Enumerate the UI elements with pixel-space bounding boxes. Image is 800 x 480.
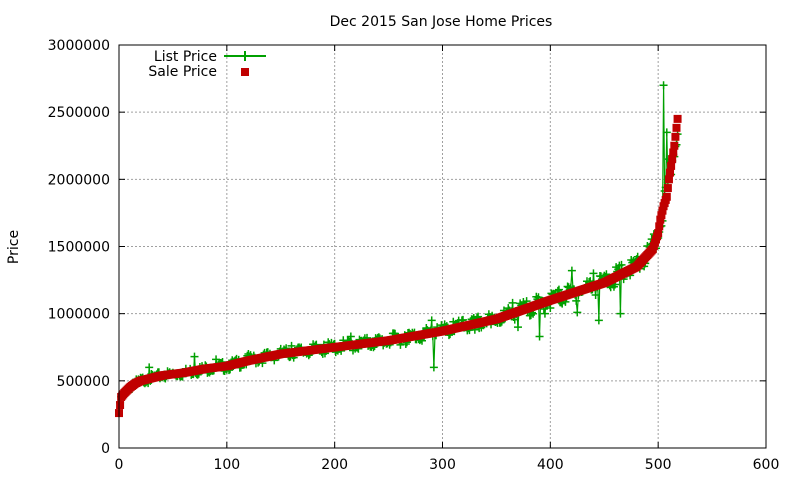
list-price-point xyxy=(429,363,438,372)
sale-price-point xyxy=(667,161,676,170)
sale-price-point xyxy=(654,229,663,238)
list-price-point xyxy=(145,363,154,372)
list-price-point xyxy=(190,352,199,361)
sale-price-point xyxy=(116,401,125,410)
list-price-point xyxy=(212,355,221,364)
sale-price-point xyxy=(669,148,678,157)
list-price-point xyxy=(589,269,598,278)
sale-price-point xyxy=(655,222,664,231)
x-tick-label: 0 xyxy=(115,457,124,473)
sale-price-point xyxy=(657,211,666,220)
legend-marker-sale-price xyxy=(241,68,249,76)
sale-price-point xyxy=(662,192,671,201)
list-price-point xyxy=(594,316,603,325)
x-tick-label: 200 xyxy=(321,457,348,473)
x-tick-label: 500 xyxy=(645,457,672,473)
y-tick-label: 3000000 xyxy=(48,38,110,54)
y-tick-label: 1000000 xyxy=(48,307,110,323)
sale-price-point xyxy=(666,168,675,177)
sale-price-point xyxy=(664,175,673,184)
list-price-point xyxy=(567,266,576,275)
sale-price-point xyxy=(668,155,677,164)
sale-price-point xyxy=(673,114,682,123)
list-price-point xyxy=(662,128,671,137)
list-price-point xyxy=(535,332,544,341)
list-price-point xyxy=(573,308,582,317)
legend-marker-list-price xyxy=(240,51,250,61)
sale-price-point xyxy=(658,206,667,215)
sale-price-point xyxy=(663,184,672,193)
legend-label-sale-price: Sale Price xyxy=(148,64,217,80)
list-price-point xyxy=(591,291,600,300)
sale-price-point xyxy=(670,141,679,150)
series-layer xyxy=(115,81,682,418)
list-price-point xyxy=(427,316,436,325)
list-price-point xyxy=(513,323,522,332)
chart-title: Dec 2015 San Jose Home Prices xyxy=(330,14,553,30)
sale-price-point xyxy=(656,215,665,224)
sale-price-point xyxy=(671,132,680,141)
y-tick-label: 0 xyxy=(101,441,110,457)
y-tick-label: 500000 xyxy=(57,374,110,390)
sale-price-point xyxy=(672,123,681,132)
list-price-point xyxy=(554,285,563,294)
list-price-point xyxy=(616,309,625,318)
list-price-point xyxy=(659,81,668,90)
y-tick-label: 2500000 xyxy=(48,105,110,121)
y-tick-label: 1500000 xyxy=(48,240,110,256)
axis-ticks: 0 100 200 300 400 500 600 0 500000 1000000 1500000… xyxy=(48,38,780,473)
list-price-point xyxy=(572,296,581,305)
list-price-point xyxy=(346,332,355,341)
list-price-point xyxy=(540,309,549,318)
list-price-point xyxy=(508,298,517,307)
legend: List Price Sale Price xyxy=(148,49,266,80)
x-tick-label: 400 xyxy=(537,457,564,473)
y-tick-label: 2000000 xyxy=(48,172,110,188)
x-tick-label: 100 xyxy=(213,457,240,473)
legend-label-list-price: List Price xyxy=(154,49,217,65)
y-axis-label: Price xyxy=(6,230,22,264)
list-price-point xyxy=(617,260,626,269)
x-tick-label: 300 xyxy=(429,457,456,473)
x-tick-label: 600 xyxy=(753,457,780,473)
